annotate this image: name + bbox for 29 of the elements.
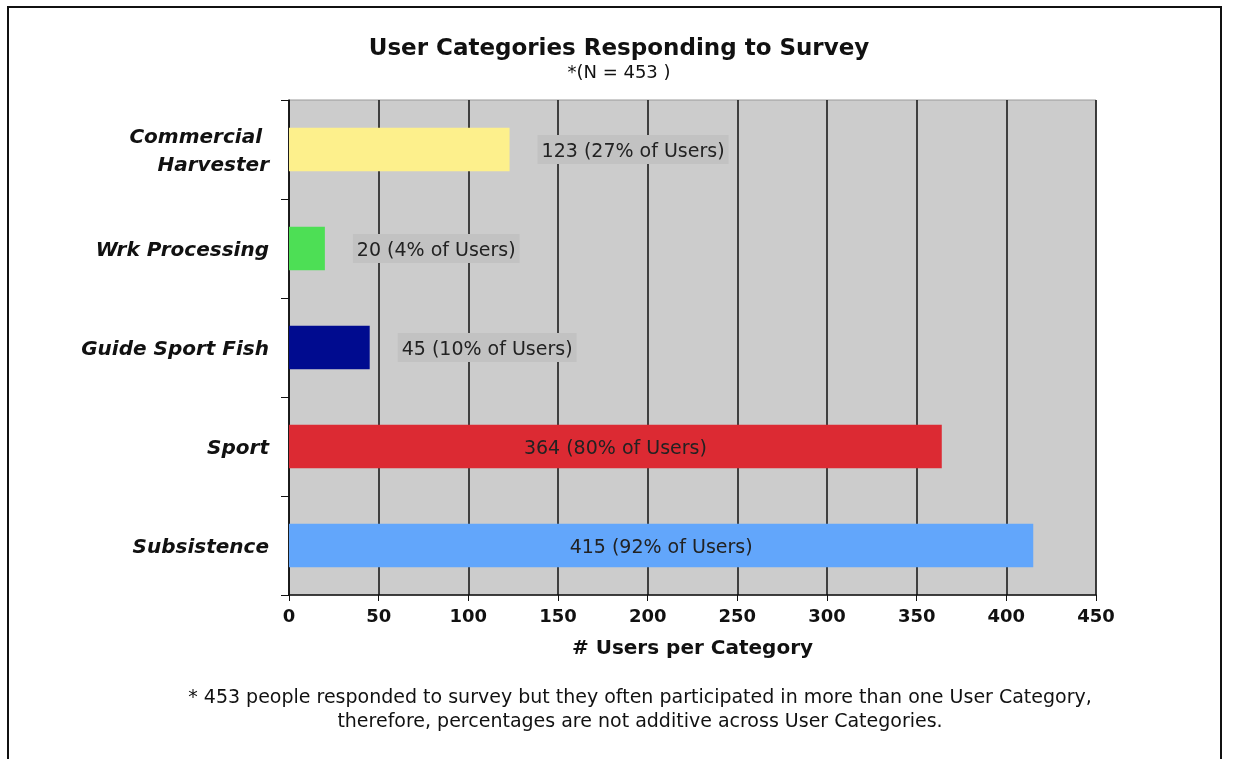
data-label: 20 (4% of Users) bbox=[356, 237, 516, 260]
data-label: 364 (80% of Users) bbox=[523, 435, 707, 458]
data-label: 123 (27% of Users) bbox=[541, 138, 725, 161]
y-tick-label: Wrk Processing bbox=[95, 236, 269, 261]
chart-title: User Categories Responding to Survey bbox=[368, 33, 870, 60]
bar bbox=[289, 325, 370, 370]
x-tick-label: 150 bbox=[539, 604, 577, 626]
bar bbox=[289, 226, 325, 271]
x-tick-label: 400 bbox=[987, 604, 1026, 626]
x-tick-label: 100 bbox=[449, 604, 488, 626]
text: * 453 people responded to survey but they often participated in more than one User Category, therefore, percentages are not additive across User Categories. bbox=[188, 685, 1092, 731]
chart-subtitle: *(N = 453 ) bbox=[567, 60, 671, 82]
y-tick-label: Subsistence bbox=[132, 533, 269, 558]
x-tick-label: 50 bbox=[366, 604, 392, 626]
bar bbox=[289, 127, 510, 172]
x-tick-label: 450 bbox=[1077, 604, 1115, 626]
x-tick-label: 300 bbox=[808, 604, 846, 626]
bar bbox=[289, 523, 1034, 568]
x-tick-label: 250 bbox=[718, 604, 757, 626]
y-tick-label: Commercial Harvester bbox=[129, 123, 271, 176]
data-label: 415 (92% of Users) bbox=[569, 534, 753, 557]
x-tick-label: 0 bbox=[282, 604, 296, 626]
data-label: 45 (10% of Users) bbox=[401, 336, 573, 359]
x-tick-label: 350 bbox=[897, 604, 936, 626]
bar bbox=[289, 424, 942, 469]
y-tick-label: Sport bbox=[207, 434, 271, 459]
y-tick-label: Guide Sport Fish bbox=[81, 335, 269, 360]
x-axis-title: # Users per Category bbox=[571, 635, 814, 659]
x-tick-label: 200 bbox=[628, 604, 667, 626]
